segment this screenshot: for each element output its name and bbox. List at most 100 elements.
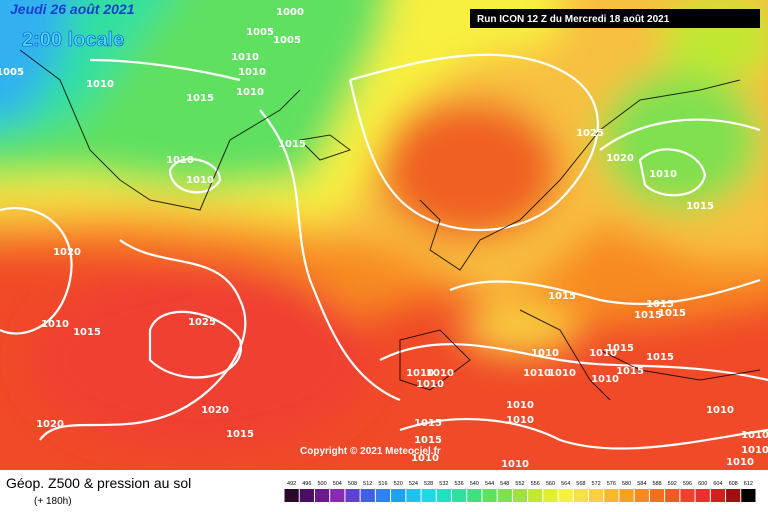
- scale-swatch: [695, 489, 710, 502]
- scale-swatch: [649, 489, 665, 502]
- scale-swatch: [299, 489, 314, 502]
- isobar-label: 1015: [616, 366, 644, 377]
- isobar-label: 1015: [634, 310, 662, 321]
- scale-swatch: [619, 489, 634, 502]
- scale-label: 504: [333, 481, 342, 487]
- scale-label: 536: [455, 481, 464, 487]
- scale-swatch: [284, 489, 299, 502]
- scale-label: 496: [302, 481, 311, 487]
- isobar-label: 1015: [548, 291, 576, 302]
- isobar-label: 1010: [649, 169, 677, 180]
- isobar-label: 1015: [414, 418, 442, 429]
- scale-swatch: [741, 489, 756, 502]
- scale-swatch: [345, 489, 360, 502]
- isobar-label: 1010: [411, 453, 439, 464]
- isobar-label: 1010: [741, 445, 768, 456]
- scale-label: 572: [592, 481, 601, 487]
- isobar-label: 1015: [646, 299, 674, 310]
- isobar-label: 1020: [53, 247, 81, 258]
- isobar-label: 1015: [606, 343, 634, 354]
- isobar-label: 1015: [226, 429, 254, 440]
- scale-label: 592: [668, 481, 677, 487]
- scale-swatch: [406, 489, 421, 502]
- time: 2:00 locale: [22, 29, 124, 51]
- isobar-label: 1010: [523, 368, 551, 379]
- scale-swatch: [543, 489, 558, 502]
- date: Jeudi 26 août 2021: [10, 1, 135, 17]
- scale-swatch: [710, 489, 726, 502]
- field: [0, 0, 768, 470]
- scale-label: 564: [561, 481, 570, 487]
- scale-label: 540: [470, 481, 479, 487]
- scale-swatch: [467, 489, 482, 502]
- isobar-label: 1015: [73, 327, 101, 338]
- run: Run ICON 12 Z du Mercredi 18 août 2021: [477, 14, 670, 25]
- isobar-label: 1000: [276, 7, 304, 18]
- isobar-label: 1005: [246, 27, 274, 38]
- scale-swatch: [314, 489, 330, 502]
- scale-label: 548: [500, 481, 509, 487]
- coastlines: [19, 49, 761, 401]
- isobar-label: 1010: [238, 67, 266, 78]
- scale-swatch: [451, 489, 467, 502]
- isobar-label: 1010: [741, 430, 768, 441]
- scale-swatch: [330, 489, 345, 502]
- isobar-label: 1005: [273, 35, 301, 46]
- scale-label: 528: [424, 481, 433, 487]
- scale-label: 600: [698, 481, 707, 487]
- footer-title: Géop. Z500 & pression au sol: [6, 475, 191, 491]
- scale-swatch: [421, 489, 436, 502]
- scale-label: 584: [637, 481, 646, 487]
- scale-swatch: [680, 489, 695, 502]
- scale-label: 568: [576, 481, 585, 487]
- scale-label: 556: [531, 481, 540, 487]
- scale-label: 612: [744, 481, 753, 487]
- scale-label: 576: [607, 481, 616, 487]
- isobar-label: 1025: [188, 317, 216, 328]
- isobar-label: 1020: [201, 405, 229, 416]
- isobar-label: 1020: [606, 153, 634, 164]
- scale-label: 544: [485, 481, 494, 487]
- scale-swatch: [512, 489, 528, 502]
- isobars: [0, 53, 768, 450]
- isobar-label: 1010: [416, 379, 444, 390]
- scale-label: 552: [515, 481, 524, 487]
- isobar-label: 1010: [501, 459, 529, 470]
- isobar-label: 1015: [646, 352, 674, 363]
- scale-label: 520: [394, 481, 403, 487]
- isobar-label: 1010: [726, 457, 754, 468]
- isobar-label: 1010: [231, 52, 259, 63]
- isobar-label: 1010: [531, 348, 559, 359]
- isobar-label: 1010: [506, 415, 534, 426]
- isobar-label: 1010: [591, 374, 619, 385]
- isobar-label: 1015: [686, 201, 714, 212]
- isobar-label: 1010: [166, 155, 194, 166]
- scale-label: 516: [378, 481, 387, 487]
- scale-swatch: [665, 489, 680, 502]
- scale-label: 596: [683, 481, 692, 487]
- scale-swatch: [497, 489, 512, 502]
- isobar-label: 1010: [426, 368, 454, 379]
- scale-swatch: [604, 489, 619, 502]
- isobar-label: 1010: [86, 79, 114, 90]
- isobar-label: 1010: [41, 319, 69, 330]
- scale-label: 492: [287, 481, 296, 487]
- scale-label: 532: [439, 481, 448, 487]
- run-box: [470, 9, 760, 28]
- isobar-label: 1010: [506, 400, 534, 411]
- scale-label: 580: [622, 481, 631, 487]
- isobar-label: 1010: [406, 368, 434, 379]
- scale-swatch: [528, 489, 543, 502]
- isobar-label: 1015: [414, 435, 442, 446]
- isobar-label: 1010: [236, 87, 264, 98]
- isobar-label: 1010: [589, 348, 617, 359]
- isobar-label: 1010: [706, 405, 734, 416]
- isobar-label: 1005: [0, 67, 24, 78]
- scale-swatch: [360, 489, 375, 502]
- isobar-label: 1015: [186, 93, 214, 104]
- lead-time: (+ 180h): [34, 496, 72, 507]
- isobar-label: 1015: [658, 308, 686, 319]
- scale-swatch: [589, 489, 604, 502]
- isobar-label: 1010: [548, 368, 576, 379]
